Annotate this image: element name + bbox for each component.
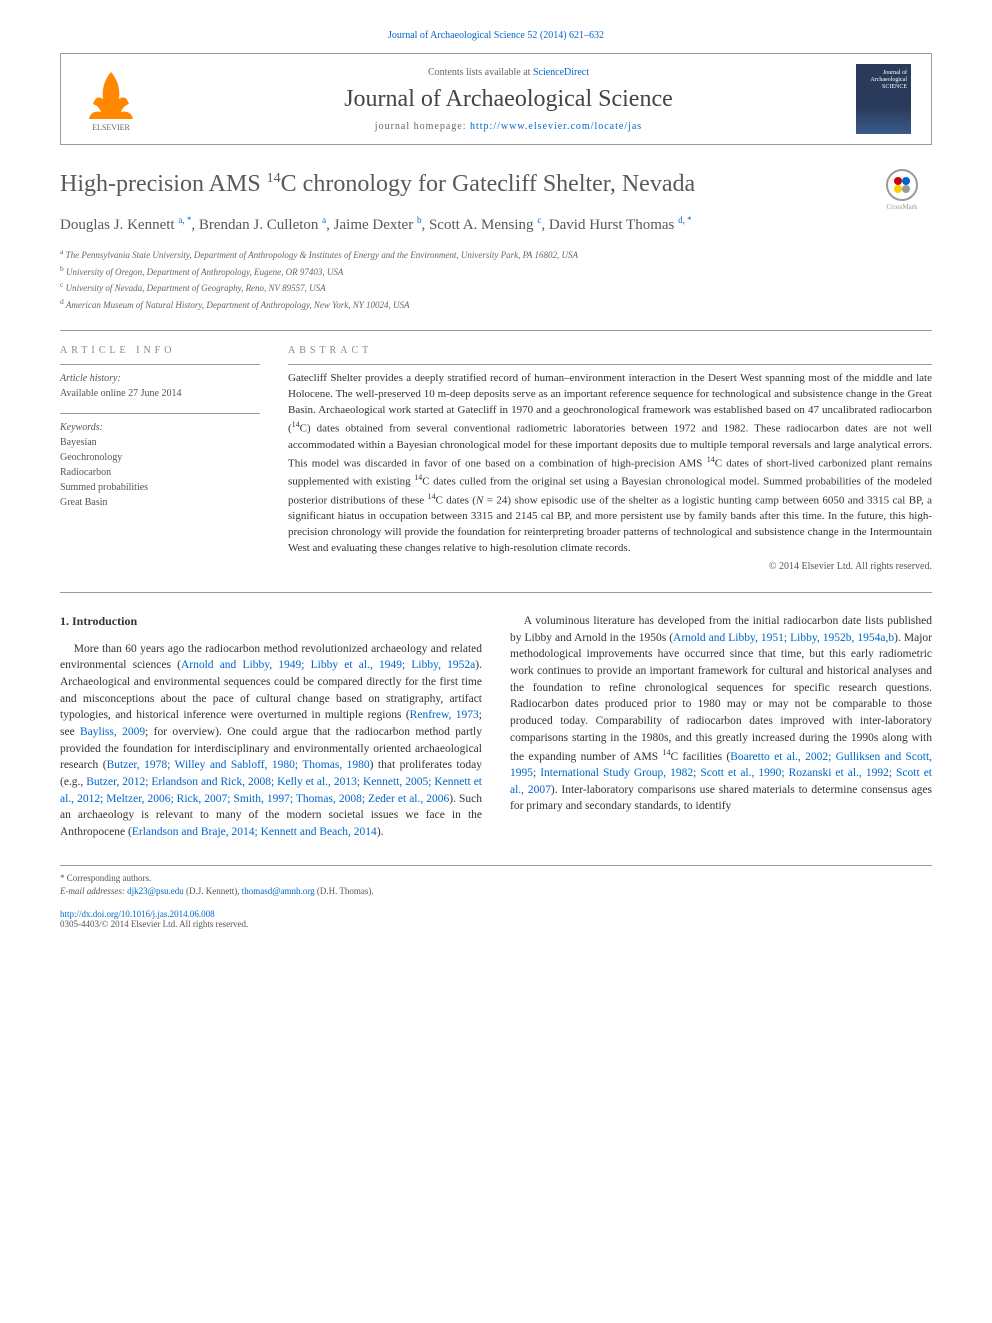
email-line: E-mail addresses: djk23@psu.edu (D.J. Ke…: [60, 885, 932, 899]
keywords-label: Keywords:: [60, 420, 260, 435]
citation-line: Journal of Archaeological Science 52 (20…: [60, 30, 932, 41]
citation-link[interactable]: Butzer, 1978; Willey and Sabloff, 1980; …: [107, 759, 370, 771]
article-info: ARTICLE INFO Article history: Available …: [60, 345, 260, 572]
citation-link[interactable]: Arnold and Libby, 1951; Libby, 1952b, 19…: [673, 632, 894, 644]
abstract-column: ABSTRACT Gatecliff Shelter provides a de…: [288, 345, 932, 572]
corresponding-label: * Corresponding authors.: [60, 872, 932, 886]
svg-text:ELSEVIER: ELSEVIER: [92, 123, 130, 132]
sciencedirect-link[interactable]: ScienceDirect: [533, 67, 589, 78]
header-center: Contents lists available at ScienceDirec…: [161, 67, 856, 132]
article-info-heading: ARTICLE INFO: [60, 345, 260, 356]
keywords-list: BayesianGeochronologyRadiocarbonSummed p…: [60, 435, 260, 510]
title-text: High-precision AMS: [60, 171, 267, 197]
keyword: Geochronology: [60, 450, 260, 465]
email-link[interactable]: djk23@psu.edu: [127, 886, 184, 896]
body-paragraph: More than 60 years ago the radiocarbon m…: [60, 641, 482, 841]
email-label: E-mail addresses:: [60, 886, 125, 896]
affiliation-line: a The Pennsylvania State University, Dep…: [60, 246, 932, 263]
divider: [60, 330, 932, 331]
cover-line: Journal of: [870, 70, 907, 77]
email-person: (D.H. Thomas).: [317, 886, 374, 896]
crossmark-label: CrossMark: [886, 203, 917, 211]
keyword: Summed probabilities: [60, 480, 260, 495]
homepage-prefix: journal homepage:: [375, 121, 470, 132]
contents-prefix: Contents lists available at: [428, 67, 533, 78]
email-person: (D.J. Kennett),: [186, 886, 240, 896]
body-text: 1. Introduction More than 60 years ago t…: [60, 613, 932, 840]
title-text: C chronology for Gatecliff Shelter, Neva…: [281, 171, 695, 197]
keywords-block: Keywords: BayesianGeochronologyRadiocarb…: [60, 413, 260, 510]
keyword: Radiocarbon: [60, 465, 260, 480]
abstract-heading: ABSTRACT: [288, 345, 932, 356]
affiliations: a The Pennsylvania State University, Dep…: [60, 246, 932, 312]
abstract-copyright: © 2014 Elsevier Ltd. All rights reserved…: [288, 561, 932, 572]
crossmark-icon: [886, 169, 918, 201]
article-history: Article history: Available online 27 Jun…: [60, 364, 260, 401]
journal-header: ELSEVIER Contents lists available at Sci…: [60, 53, 932, 145]
footer-doi: http://dx.doi.org/10.1016/j.jas.2014.06.…: [60, 909, 932, 929]
keyword: Great Basin: [60, 495, 260, 510]
journal-name: Journal of Archaeological Science: [161, 86, 856, 113]
citation-link[interactable]: Bayliss, 2009: [80, 726, 145, 738]
abstract-text: Gatecliff Shelter provides a deeply stra…: [288, 364, 932, 557]
author-list: Douglas J. Kennett a, *, Brendan J. Cull…: [60, 214, 932, 236]
history-label: Article history:: [60, 371, 260, 386]
cover-line: SCIENCE: [870, 84, 907, 91]
affiliation-line: b University of Oregon, Department of An…: [60, 263, 932, 280]
email-link[interactable]: thomasd@amnh.org: [242, 886, 315, 896]
corresponding-author-footer: * Corresponding authors. E-mail addresse…: [60, 865, 932, 899]
title-superscript: 14: [267, 171, 281, 186]
history-value: Available online 27 June 2014: [60, 386, 260, 401]
body-paragraph: A voluminous literature has developed fr…: [510, 613, 932, 815]
elsevier-logo: ELSEVIER: [81, 64, 141, 134]
article-title: High-precision AMS 14C chronology for Ga…: [60, 169, 932, 200]
cover-line: Archaeological: [870, 77, 907, 84]
issn-copyright: 0305-4403/© 2014 Elsevier Ltd. All right…: [60, 919, 932, 929]
citation-link[interactable]: Arnold and Libby, 1949; Libby et al., 19…: [181, 659, 475, 671]
section-title: 1. Introduction: [60, 613, 482, 630]
journal-homepage: journal homepage: http://www.elsevier.co…: [161, 121, 856, 132]
affiliation-line: d American Museum of Natural History, De…: [60, 296, 932, 313]
citation-link[interactable]: Erlandson and Braje, 2014; Kennett and B…: [132, 826, 377, 838]
affiliation-line: c University of Nevada, Department of Ge…: [60, 279, 932, 296]
doi-link[interactable]: http://dx.doi.org/10.1016/j.jas.2014.06.…: [60, 909, 215, 919]
contents-available: Contents lists available at ScienceDirec…: [161, 67, 856, 78]
info-abstract-section: ARTICLE INFO Article history: Available …: [60, 345, 932, 572]
keyword: Bayesian: [60, 435, 260, 450]
citation-link[interactable]: Renfrew, 1973: [410, 709, 479, 721]
crossmark-badge[interactable]: CrossMark: [872, 169, 932, 211]
citation-link[interactable]: Thomas, 2008; Zeder et al., 2006: [296, 793, 449, 805]
divider: [60, 592, 932, 593]
journal-cover-thumbnail: Journal of Archaeological SCIENCE: [856, 64, 911, 134]
homepage-link[interactable]: http://www.elsevier.com/locate/jas: [470, 121, 642, 132]
